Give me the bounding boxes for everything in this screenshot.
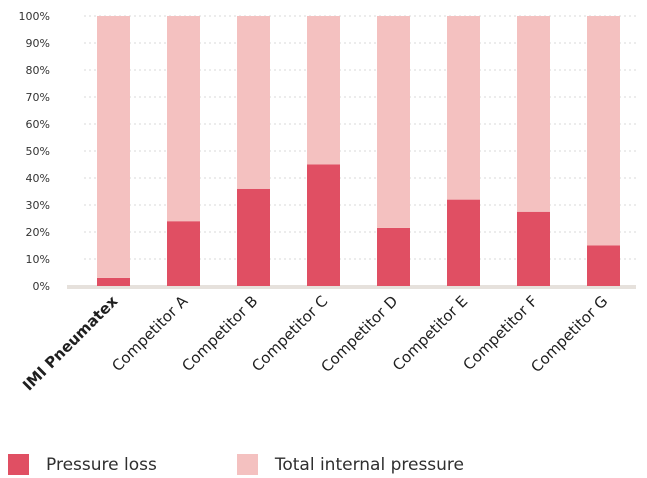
y-tick-label: 90%: [26, 37, 50, 50]
bar-pressure-loss: [587, 245, 620, 286]
bar-pressure-loss: [237, 188, 270, 286]
legend-label-pressure-loss: Pressure loss: [46, 454, 157, 475]
y-tick-label: 40%: [26, 172, 50, 185]
bar-total-internal-pressure: [237, 16, 270, 189]
bar-total-internal-pressure: [377, 16, 410, 228]
y-tick-label: 60%: [26, 118, 50, 131]
bar-total-internal-pressure: [517, 16, 550, 212]
y-tick-label: 0%: [33, 280, 50, 293]
bar-total-internal-pressure: [307, 16, 340, 165]
legend-label-total-internal-pressure: Total internal pressure: [274, 454, 465, 475]
legend-swatch-pressure-loss: [8, 454, 29, 475]
y-tick-label: 10%: [26, 253, 50, 266]
y-tick-label: 80%: [26, 64, 50, 77]
y-tick-label: 50%: [26, 145, 50, 158]
y-tick-label: 70%: [26, 91, 50, 104]
y-tick-label: 30%: [26, 199, 50, 212]
legend: Pressure loss Total internal pressure: [8, 454, 464, 475]
bar-pressure-loss: [517, 211, 550, 286]
bar-pressure-loss: [307, 164, 340, 286]
bar-total-internal-pressure: [167, 16, 200, 222]
bar-pressure-loss: [97, 277, 130, 286]
legend-item-total-internal-pressure: Total internal pressure: [236, 454, 465, 475]
bar-pressure-loss: [167, 221, 200, 286]
bar-total-internal-pressure: [97, 16, 130, 278]
legend-item-pressure-loss: Pressure loss: [8, 454, 157, 475]
legend-swatch-total-internal-pressure: [236, 454, 258, 475]
y-tick-label: 20%: [26, 226, 50, 239]
x-tick-label: IMI Pneumatex: [19, 292, 121, 394]
x-tick-label: Competitor E: [389, 292, 471, 374]
y-tick-label: 100%: [19, 10, 50, 23]
bar-pressure-loss: [447, 199, 480, 286]
bar-total-internal-pressure: [587, 16, 620, 246]
bar-pressure-loss: [377, 227, 410, 286]
bar-total-internal-pressure: [447, 16, 480, 200]
